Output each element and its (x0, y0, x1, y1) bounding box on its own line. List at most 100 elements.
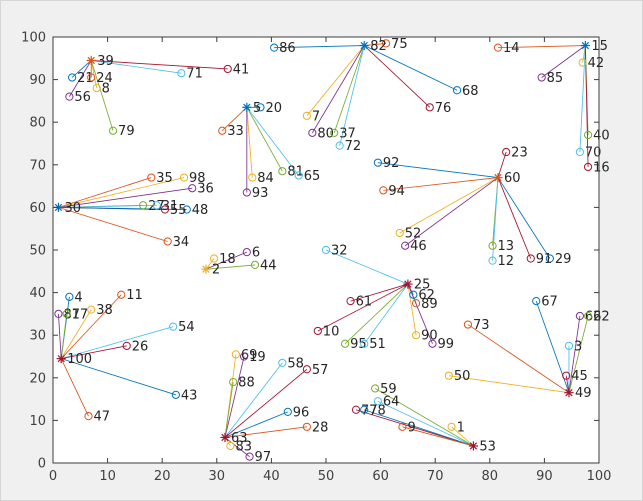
data-point-marker (488, 241, 497, 250)
data-point-marker (444, 371, 453, 380)
data-point-marker (526, 254, 535, 263)
data-point-label: 86 (279, 41, 296, 56)
hub-marker-arm (494, 173, 502, 182)
data-point-marker (302, 365, 311, 374)
cluster-edge (58, 206, 187, 210)
cluster-edge (579, 45, 586, 153)
cluster-edge (497, 177, 532, 259)
data-point-label: 83 (235, 439, 252, 454)
y-tick-label: 90 (29, 73, 46, 88)
hub-marker-arm (243, 103, 251, 111)
data-point-label: 58 (287, 356, 304, 371)
cluster-edge (363, 283, 409, 344)
data-point-marker (373, 397, 382, 406)
data-point-marker (226, 441, 235, 451)
cluster-edge (60, 358, 89, 417)
data-point-label: 51 (369, 337, 386, 352)
data-point-marker (182, 205, 191, 214)
cluster-edge (205, 264, 256, 270)
data-point-marker (108, 126, 118, 135)
data-point-marker (575, 147, 584, 157)
cluster-edge (224, 426, 307, 438)
hub-marker-arm (469, 442, 478, 450)
data-point-marker (346, 297, 355, 306)
x-tick-label: 0 (49, 469, 57, 484)
data-point-label: 31 (162, 199, 179, 214)
data-point-label: 87 (63, 307, 80, 322)
cluster-edge (584, 45, 589, 167)
data-point-marker (84, 412, 93, 421)
cluster-edge (58, 204, 157, 208)
cluster-edge (374, 388, 474, 447)
data-point-label: 22 (593, 310, 610, 325)
hub-label: 39 (97, 54, 114, 69)
data-point-marker (87, 73, 96, 82)
data-point-marker (122, 341, 131, 350)
data-point-label: 73 (473, 318, 490, 333)
y-tick-label: 70 (29, 158, 46, 173)
cluster-edge (246, 107, 300, 176)
data-point-label: 67 (541, 295, 558, 310)
data-point-label: 79 (118, 124, 135, 139)
data-point-marker (278, 358, 287, 367)
data-point-marker (188, 184, 197, 193)
data-point-marker (379, 186, 388, 195)
cluster-edge (497, 151, 507, 178)
cluster-edge (306, 45, 365, 117)
data-point-marker (278, 167, 287, 176)
data-point-marker (294, 171, 303, 180)
data-point-marker (562, 371, 571, 380)
data-point-label: 35 (156, 171, 173, 186)
cluster-edge (364, 409, 474, 447)
data-point-label: 55 (170, 203, 187, 218)
data-point-label: 54 (178, 320, 195, 335)
data-point-marker (65, 292, 74, 301)
data-point-marker (302, 422, 311, 431)
data-point-marker (452, 86, 462, 95)
hub-label: 15 (591, 39, 608, 54)
data-point-marker (463, 320, 473, 329)
data-point-label: 21 (77, 71, 94, 86)
data-point-marker (308, 128, 317, 137)
cluster-edge (60, 313, 68, 359)
x-tick-label: 60 (372, 469, 389, 484)
hub-label: 25 (414, 278, 431, 293)
hub-marker-arm (87, 56, 95, 65)
data-point-marker (245, 452, 254, 461)
hub-marker (359, 40, 369, 51)
cluster-edge (404, 177, 499, 247)
data-point-marker (409, 290, 418, 299)
data-point-label: 96 (293, 405, 310, 420)
data-point-marker (223, 64, 232, 74)
cluster-edge (58, 187, 193, 208)
data-point-label: 18 (219, 252, 236, 267)
data-point-label: 4 (74, 290, 82, 305)
data-point-label: 38 (96, 303, 113, 318)
data-point-label: 36 (197, 182, 214, 197)
x-tick-label: 70 (427, 469, 444, 484)
data-point-label: 9 (407, 420, 415, 435)
data-point-marker (545, 254, 554, 263)
cluster-edge (364, 45, 458, 91)
data-point-label: 97 (255, 450, 272, 465)
cluster-edge (451, 426, 474, 447)
data-point-label: 46 (410, 239, 427, 254)
cluster-edge (90, 60, 98, 89)
data-point-label: 20 (265, 101, 282, 116)
hub-marker-arm (202, 265, 210, 273)
cluster-edge (58, 206, 168, 242)
data-point-marker (371, 384, 380, 393)
data-point-label: 57 (312, 363, 329, 378)
data-point-marker (351, 405, 361, 414)
data-point-label: 6 (252, 246, 260, 261)
data-point-label: 88 (238, 376, 255, 391)
data-point-marker (138, 201, 148, 210)
hub-marker (564, 388, 574, 398)
data-point-marker (321, 245, 331, 255)
cluster-edge (58, 313, 62, 359)
data-point-marker (229, 377, 238, 387)
data-point-label: 34 (173, 235, 190, 250)
data-point-label: 72 (345, 139, 362, 154)
data-point-marker (447, 422, 456, 431)
data-point-marker (313, 326, 322, 336)
